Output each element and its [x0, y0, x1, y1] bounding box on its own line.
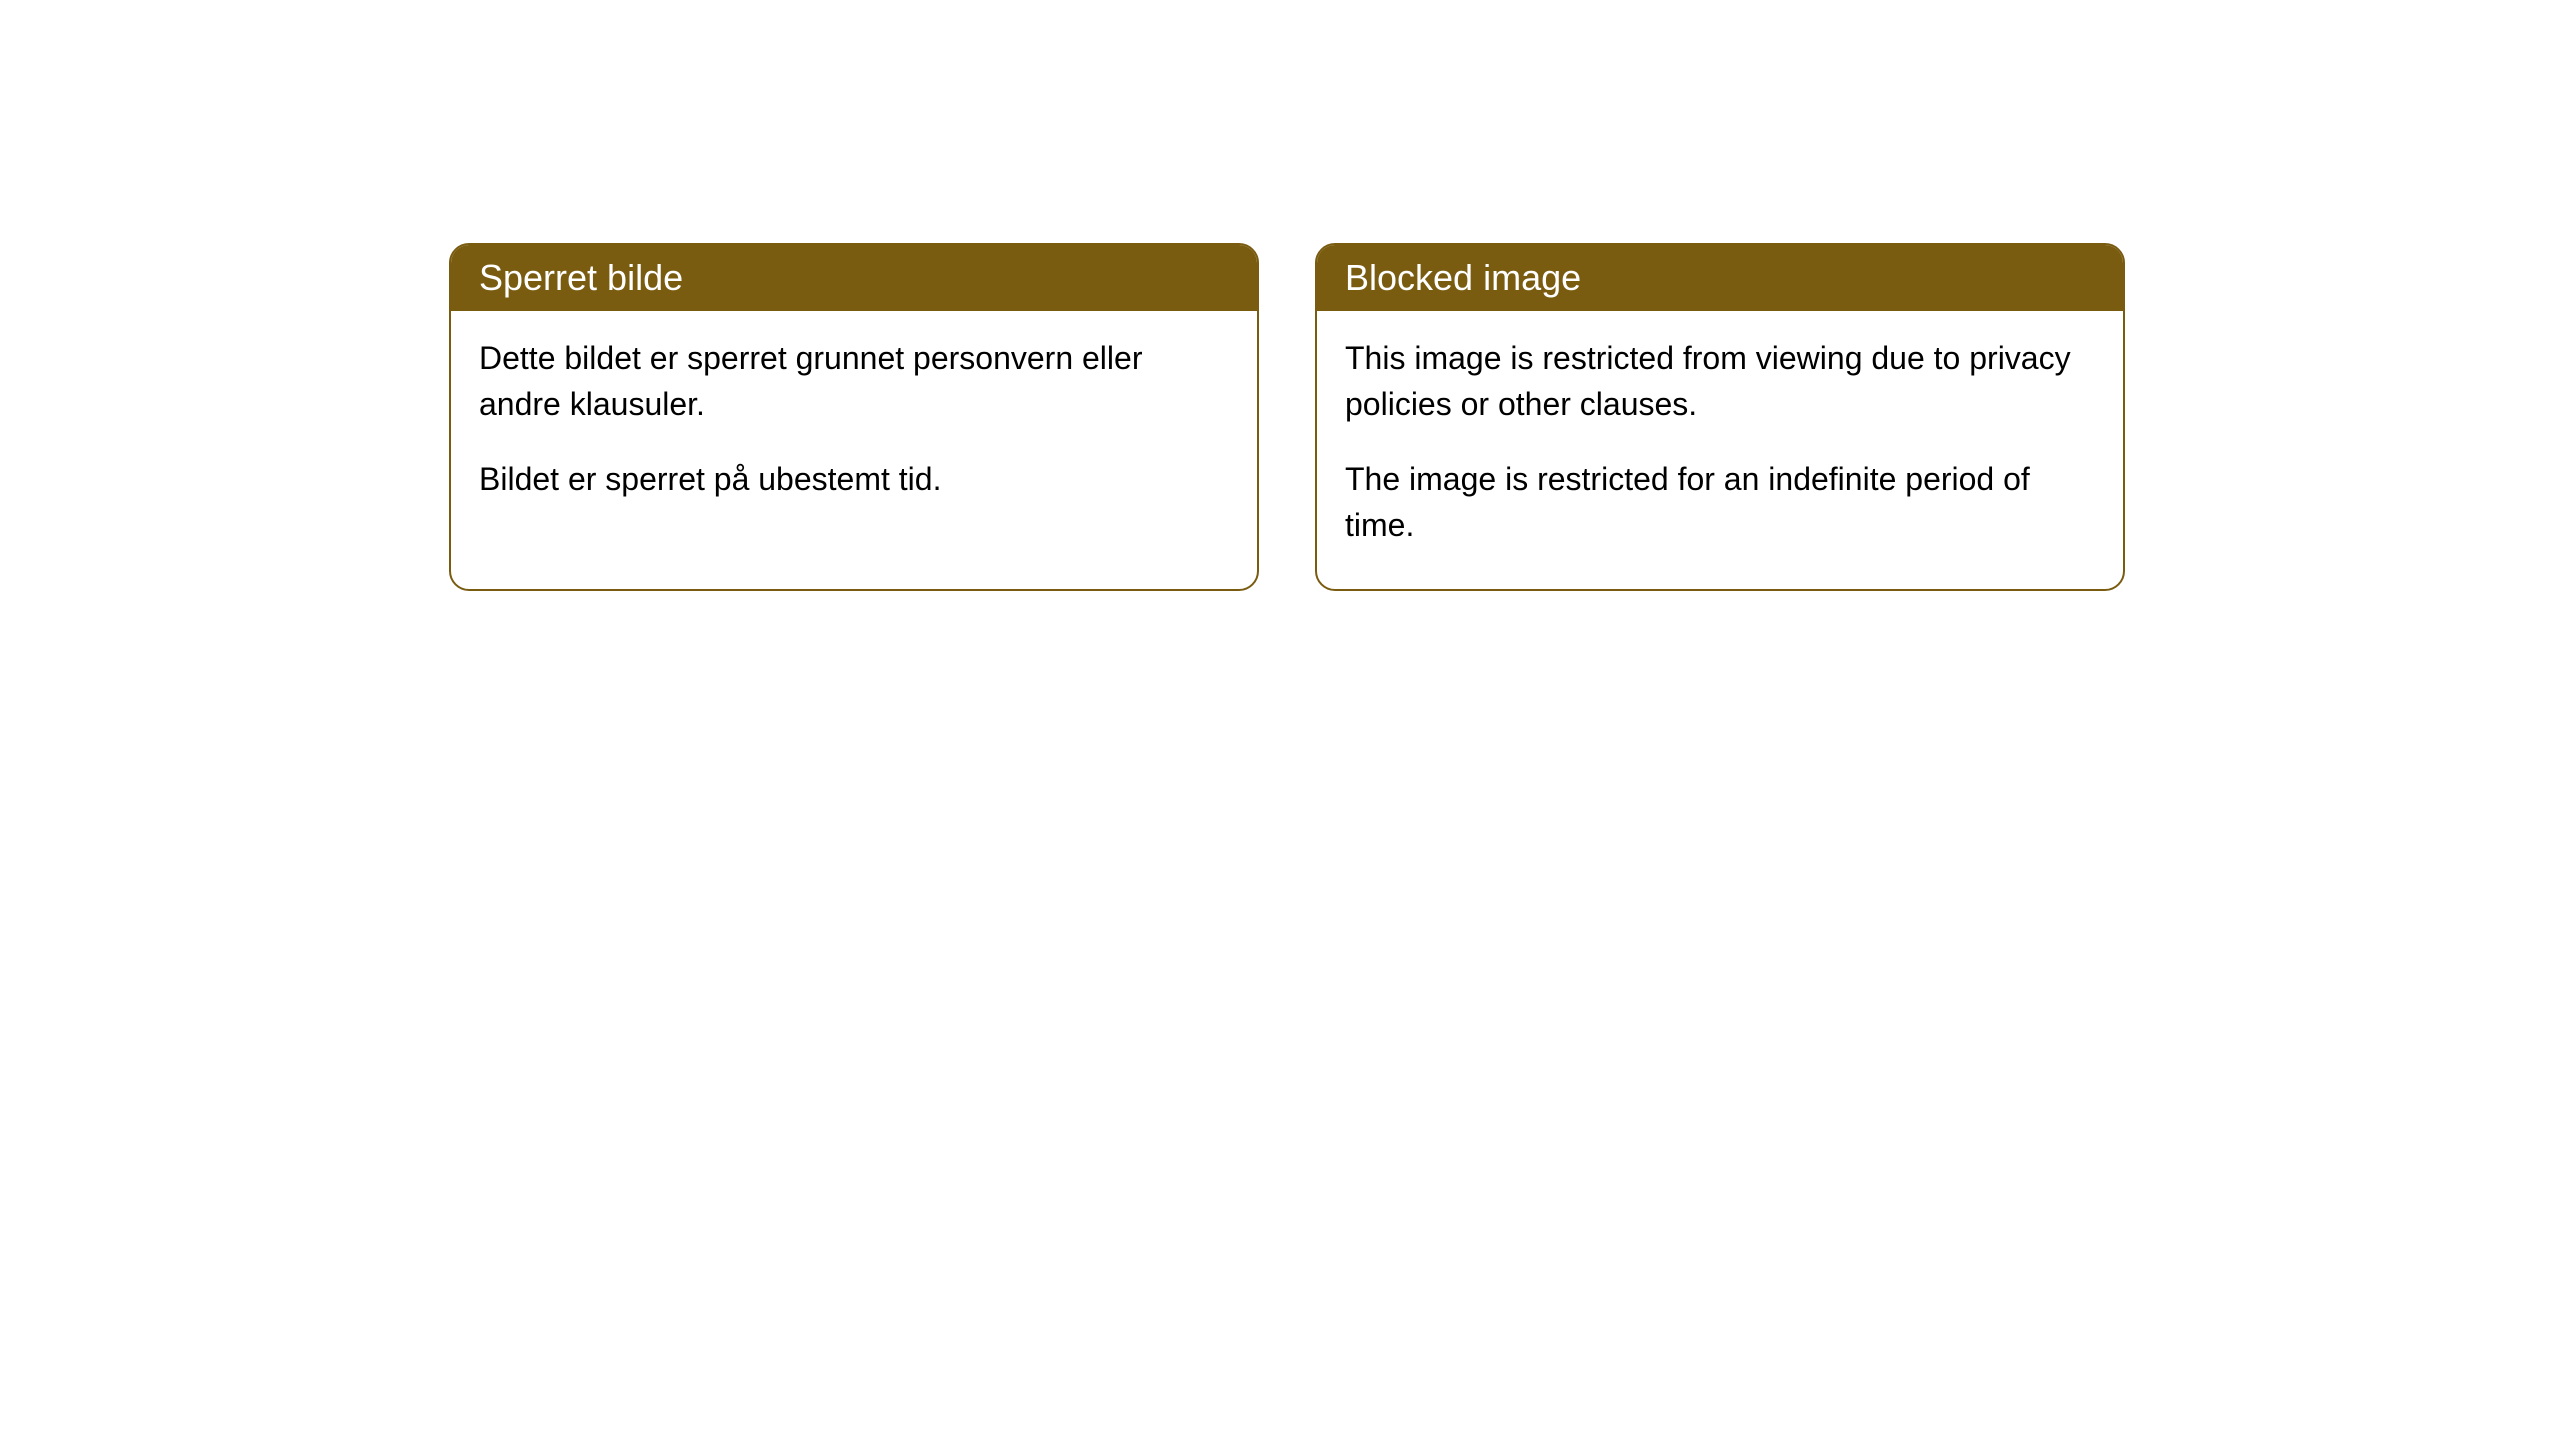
card-paragraph-1-english: This image is restricted from viewing du…	[1345, 335, 2095, 428]
card-title-english: Blocked image	[1345, 257, 1581, 298]
notice-card-norwegian: Sperret bilde Dette bildet er sperret gr…	[449, 243, 1259, 591]
card-paragraph-1-norwegian: Dette bildet er sperret grunnet personve…	[479, 335, 1229, 428]
card-header-norwegian: Sperret bilde	[451, 245, 1257, 311]
card-paragraph-2-english: The image is restricted for an indefinit…	[1345, 456, 2095, 549]
notice-cards-container: Sperret bilde Dette bildet er sperret gr…	[449, 243, 2125, 591]
card-body-english: This image is restricted from viewing du…	[1317, 311, 2123, 589]
notice-card-english: Blocked image This image is restricted f…	[1315, 243, 2125, 591]
card-header-english: Blocked image	[1317, 245, 2123, 311]
card-body-norwegian: Dette bildet er sperret grunnet personve…	[451, 311, 1257, 542]
card-paragraph-2-norwegian: Bildet er sperret på ubestemt tid.	[479, 456, 1229, 502]
card-title-norwegian: Sperret bilde	[479, 257, 683, 298]
